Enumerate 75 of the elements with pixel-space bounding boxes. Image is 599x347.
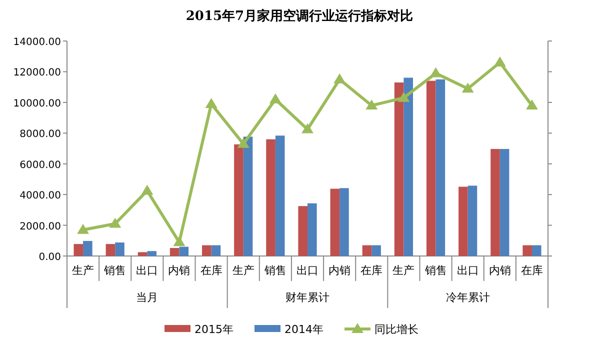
bar	[275, 136, 285, 256]
y-tick-label: 12000.00	[13, 68, 61, 79]
point	[109, 218, 122, 228]
x-tick-label: 在库	[200, 264, 222, 277]
bar	[298, 206, 308, 256]
point	[302, 123, 314, 134]
point	[398, 92, 410, 102]
x-tick-label: 生产	[232, 264, 254, 277]
point	[141, 184, 154, 195]
y-tick-label: 2000.00	[20, 221, 61, 232]
point	[237, 138, 250, 148]
bar	[532, 245, 542, 256]
bar	[138, 252, 148, 256]
bar	[522, 245, 532, 256]
x-tick-label: 内销	[488, 264, 511, 277]
bar	[243, 136, 253, 256]
bar	[234, 144, 244, 256]
point	[205, 98, 218, 108]
bar	[308, 203, 317, 256]
point	[77, 224, 90, 234]
point	[526, 100, 538, 110]
x-tick-label: 在库	[360, 264, 383, 277]
x-tick-label: 生产	[392, 264, 415, 277]
point	[173, 236, 186, 246]
bar	[458, 186, 468, 256]
y-tick-label: 6000.00	[20, 160, 61, 171]
x-tick-label: 出口	[136, 264, 158, 277]
bar	[372, 245, 381, 256]
x-tick-label: 销售	[103, 264, 126, 277]
point	[366, 100, 378, 110]
legend-label: 2015年	[194, 323, 234, 336]
point	[494, 56, 506, 66]
y-tick-label: 0.00	[38, 252, 61, 263]
legend-label: 同比增长	[374, 323, 418, 336]
x-tick-label: 生产	[72, 264, 94, 277]
point	[269, 93, 282, 104]
bar	[147, 251, 156, 256]
bar	[170, 248, 180, 256]
bar	[340, 188, 349, 256]
bar	[404, 78, 413, 256]
bar	[115, 242, 124, 256]
bar	[490, 148, 500, 256]
bar	[330, 188, 340, 256]
x-tick-label: 销售	[424, 264, 447, 277]
bar	[362, 245, 372, 256]
point	[462, 82, 474, 93]
point	[430, 67, 442, 78]
x-tick-label: 出口	[296, 264, 318, 277]
bar	[179, 246, 189, 256]
bar	[468, 186, 478, 256]
x-tick-label: 销售	[263, 264, 286, 277]
x-tick-label: 在库	[520, 264, 543, 277]
bar	[426, 80, 436, 256]
text: 当月	[136, 291, 158, 304]
chart-title: 2015年7月家用空调行业运行指标对比	[186, 8, 414, 24]
bar	[83, 240, 92, 256]
bar	[394, 82, 404, 256]
y-tick-label: 4000.00	[20, 190, 61, 202]
y-tick-label: 8000.00	[20, 129, 61, 140]
bar	[106, 244, 116, 256]
text: 冷年累计	[446, 291, 490, 304]
bar	[211, 245, 221, 256]
legend-label: 2014年	[284, 323, 324, 336]
y-tick-label: 10000.00	[13, 98, 61, 110]
x-tick-label: 内销	[168, 264, 190, 277]
x-tick-label: 内销	[328, 264, 351, 277]
bar	[202, 245, 212, 256]
bar	[74, 244, 84, 256]
bar	[266, 139, 276, 256]
y-tick-label: 14000.00	[13, 37, 61, 48]
bar	[500, 148, 510, 256]
x-tick-label: 出口	[456, 264, 479, 277]
text: 财年累计	[286, 291, 330, 304]
point	[334, 73, 346, 84]
bar	[436, 79, 446, 256]
